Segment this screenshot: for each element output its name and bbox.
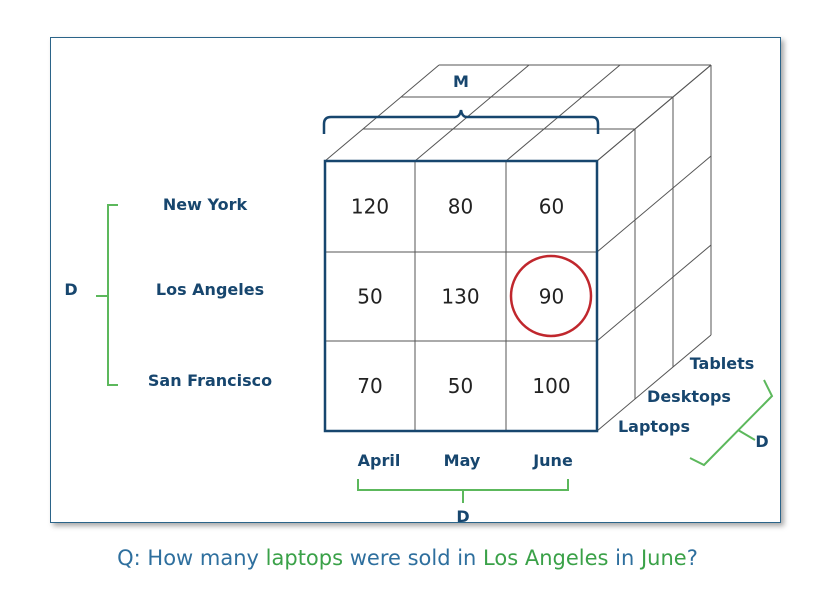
depth-dimension-bracket xyxy=(689,379,774,467)
cube-cell-value: 50 xyxy=(357,285,382,309)
measure-label: M xyxy=(453,72,469,91)
cell-values: 120 80 60 50 130 90 70 50 100 xyxy=(351,195,571,399)
question-segment: Q: How many xyxy=(117,546,266,570)
question-segment: June xyxy=(640,546,687,570)
cube-cell-value: 90 xyxy=(539,285,564,309)
question-segment: laptops xyxy=(265,546,344,570)
cube-cell-value: 70 xyxy=(357,374,382,398)
cube-cell-value: 50 xyxy=(448,374,473,398)
column-dimension-label: D xyxy=(456,507,469,526)
cube-cell-value: 60 xyxy=(539,195,564,219)
cube-lines xyxy=(324,64,712,432)
row-dimension-bracket xyxy=(96,204,118,386)
measure-bracket xyxy=(322,109,600,134)
question-segment: Los Angeles xyxy=(483,546,609,570)
column-dimension-bracket xyxy=(357,479,569,503)
row-dimension-label: D xyxy=(64,280,77,299)
question-segment: in xyxy=(608,546,641,570)
question-segment: ? xyxy=(686,546,698,570)
cube-cell-value: 130 xyxy=(441,285,479,309)
cube-cell-value: 120 xyxy=(351,195,389,219)
cube-edge xyxy=(324,64,440,162)
column-label-june: June xyxy=(532,451,573,470)
question-text: Q: How many laptops were sold in Los Ang… xyxy=(0,546,815,570)
cube-edge xyxy=(596,334,712,432)
depth-label-desktops: Desktops xyxy=(647,387,731,406)
row-label-new-york: New York xyxy=(163,195,248,214)
cube-edge xyxy=(596,155,712,253)
row-label-san-francisco: San Francisco xyxy=(148,371,272,390)
depth-dimension-label: D xyxy=(755,432,768,451)
front-face-border xyxy=(323,159,599,433)
column-label-april: April xyxy=(358,451,401,470)
cube-cell-value: 100 xyxy=(532,374,570,398)
depth-label-tablets: Tablets xyxy=(690,354,755,373)
column-label-may: May xyxy=(444,451,481,470)
question-segment: were sold in xyxy=(343,546,484,570)
cube-cell-value: 80 xyxy=(448,195,473,219)
highlight-circle xyxy=(509,254,593,338)
cube-edge xyxy=(414,64,530,162)
cube-edge xyxy=(505,64,621,162)
cube-edge xyxy=(596,64,712,162)
depth-label-laptops: Laptops xyxy=(618,417,690,436)
row-label-los-angeles: Los Angeles xyxy=(156,280,264,299)
cube-edge xyxy=(596,244,712,342)
